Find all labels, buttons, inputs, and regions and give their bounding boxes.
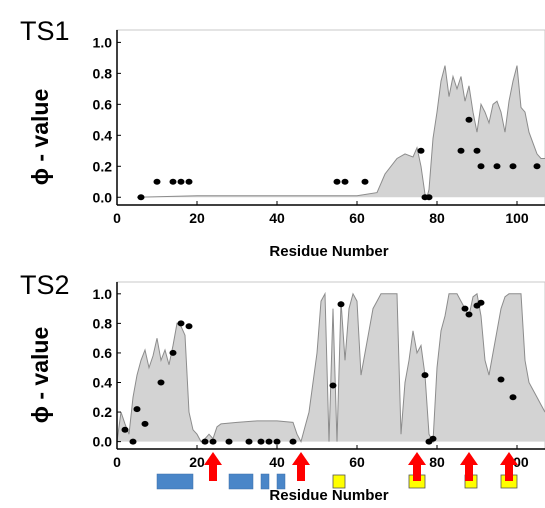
y-tick-label: 0.8 bbox=[93, 315, 113, 331]
y-axis-label: ϕ - value bbox=[27, 89, 53, 186]
data-point bbox=[329, 382, 337, 389]
data-point bbox=[421, 372, 429, 379]
data-point bbox=[153, 178, 161, 185]
data-point bbox=[185, 178, 193, 185]
data-point bbox=[289, 438, 297, 445]
data-point bbox=[493, 163, 501, 170]
data-point bbox=[509, 394, 517, 401]
data-point bbox=[177, 320, 185, 327]
x-tick-label: 100 bbox=[505, 210, 529, 226]
data-point bbox=[169, 178, 177, 185]
phi-area bbox=[137, 65, 545, 198]
data-point bbox=[429, 435, 437, 442]
plot-area: 0.00.20.40.60.81.00 20 40 60 80 100 bbox=[93, 281, 545, 470]
plot-area: 0.0 0.2 0.4 0.6 0.8 1.0 0 20 40 60 80 100 bbox=[93, 29, 545, 226]
data-point bbox=[425, 194, 433, 201]
data-point bbox=[461, 305, 469, 312]
x-tick-label: 40 bbox=[269, 210, 285, 226]
x-axis-label: Residue Number bbox=[269, 243, 388, 260]
x-tick-label: 60 bbox=[349, 454, 365, 470]
helix-bar bbox=[276, 473, 286, 490]
data-point bbox=[533, 163, 541, 170]
ts1-panel: TS1 ϕ - value 0.0 0.2 0.4 0.6 0.8 1.0 0 20 40 60 8… bbox=[20, 16, 545, 260]
data-point bbox=[201, 438, 209, 445]
data-point bbox=[333, 178, 341, 185]
data-point bbox=[509, 163, 517, 170]
data-point bbox=[169, 349, 177, 356]
x-tick-label: 80 bbox=[429, 454, 445, 470]
y-tick-label: 0.4 bbox=[93, 374, 113, 390]
data-point bbox=[477, 163, 485, 170]
data-point bbox=[157, 379, 165, 386]
phi-area bbox=[117, 293, 545, 442]
data-point bbox=[341, 178, 349, 185]
data-point bbox=[257, 438, 265, 445]
data-point bbox=[225, 438, 233, 445]
red-arrow bbox=[204, 452, 222, 481]
x-tick-label: 20 bbox=[189, 454, 205, 470]
red-arrow bbox=[292, 452, 310, 481]
x-tick-label: 0 bbox=[113, 454, 121, 470]
ts2-panel: TS2 ϕ - value 0.0 0.2 0.4 0.6 0.8 1.0 0 20 40 60 8… bbox=[20, 270, 545, 504]
x-tick-label: 0 bbox=[113, 210, 121, 226]
y-tick-label: 0.0 bbox=[93, 434, 113, 450]
data-point bbox=[473, 147, 481, 154]
helix-bar bbox=[156, 473, 194, 490]
strand-box bbox=[332, 474, 346, 489]
red-arrow bbox=[460, 452, 478, 481]
x-tick-label: 20 bbox=[189, 210, 205, 226]
data-point bbox=[361, 178, 369, 185]
x-tick-label: 40 bbox=[269, 454, 285, 470]
data-point bbox=[141, 420, 149, 427]
data-point bbox=[465, 116, 473, 123]
y-tick-label: 0.2 bbox=[93, 404, 113, 420]
panel-label-ts1: TS1 bbox=[20, 16, 70, 46]
panel-label-ts2: TS2 bbox=[20, 270, 70, 300]
y-tick-label: 0.0 bbox=[93, 189, 113, 205]
y-axis-label: ϕ - value bbox=[27, 327, 53, 424]
data-point bbox=[417, 147, 425, 154]
y-tick-label: 0.6 bbox=[93, 345, 113, 361]
data-point bbox=[265, 438, 273, 445]
secondary-structure-annotations bbox=[156, 452, 518, 490]
y-tick-label: 0.2 bbox=[93, 158, 113, 174]
x-tick-label: 80 bbox=[429, 210, 445, 226]
y-tick-label: 0.4 bbox=[93, 127, 113, 143]
data-point bbox=[245, 438, 253, 445]
data-point bbox=[185, 323, 193, 330]
data-point bbox=[177, 178, 185, 185]
data-point bbox=[121, 426, 129, 433]
helix-bar bbox=[260, 473, 270, 490]
red-arrow bbox=[500, 452, 518, 481]
data-point bbox=[273, 438, 281, 445]
data-point bbox=[477, 299, 485, 306]
data-point bbox=[133, 406, 141, 413]
data-point bbox=[465, 311, 473, 318]
data-point bbox=[337, 301, 345, 308]
data-point bbox=[457, 147, 465, 154]
y-tick-label: 0.6 bbox=[93, 96, 113, 112]
x-axis-label: Residue Number bbox=[269, 487, 388, 504]
data-point bbox=[497, 376, 505, 383]
data-point bbox=[209, 438, 217, 445]
y-tick-label: 0.8 bbox=[93, 65, 113, 81]
data-point bbox=[129, 438, 137, 445]
red-arrow bbox=[408, 452, 426, 481]
y-tick-label: 1.0 bbox=[93, 286, 113, 302]
y-tick-label: 1.0 bbox=[93, 34, 113, 50]
data-point bbox=[137, 194, 145, 201]
x-tick-label: 60 bbox=[349, 210, 365, 226]
phi-area-outline bbox=[136, 65, 545, 199]
helix-bar bbox=[228, 473, 254, 490]
